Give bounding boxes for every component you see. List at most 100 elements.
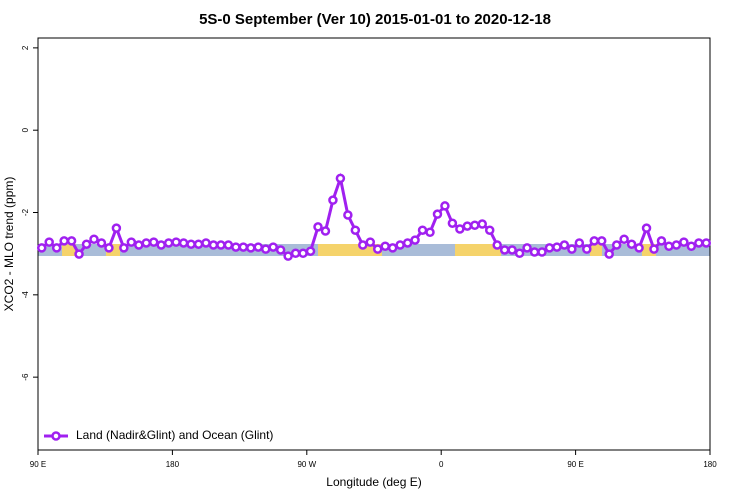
data-point (507, 245, 517, 255)
data-point (231, 242, 241, 252)
data-point (694, 238, 704, 248)
data-point (432, 209, 443, 219)
x-tick-label: 90 E (30, 460, 46, 469)
data-point (544, 243, 555, 253)
data-point (201, 238, 211, 248)
land-band (455, 244, 501, 256)
data-point (552, 242, 562, 252)
y-tick-label: -6 (21, 373, 30, 381)
x-tick-label: 90 W (297, 460, 316, 469)
data-point (589, 236, 600, 246)
y-tick-label: -2 (21, 208, 30, 216)
data-point (126, 237, 137, 247)
data-point (44, 237, 54, 247)
data-point (171, 237, 181, 247)
data-point (59, 236, 69, 246)
data-point (275, 245, 286, 255)
data-point (484, 225, 495, 235)
data-point (462, 221, 473, 231)
data-point (574, 238, 585, 248)
data-point (641, 223, 652, 233)
data-point (477, 219, 488, 229)
data-point (455, 224, 465, 234)
data-point (81, 239, 92, 249)
data-point (529, 247, 540, 257)
data-point (66, 236, 77, 246)
y-tick-label: -4 (21, 291, 30, 299)
data-point (238, 242, 249, 252)
data-point (148, 237, 159, 247)
data-point (186, 239, 196, 249)
data-point (96, 238, 107, 248)
data-point (358, 240, 368, 250)
data-point (223, 240, 234, 250)
data-point (119, 243, 129, 253)
data-point (522, 243, 532, 253)
legend-item: Land (Nadir&Glint) and Ocean (Glint) (44, 428, 273, 442)
data-point (671, 240, 682, 250)
x-tick-label: 180 (703, 460, 717, 469)
data-point (36, 243, 47, 253)
data-point (335, 173, 346, 184)
data-point (649, 244, 659, 254)
x-tick-label: 180 (166, 460, 180, 469)
x-tick-label: 90 E (567, 460, 583, 469)
chart-title: 5S-0 September (Ver 10) 2015-01-01 to 20… (199, 11, 551, 28)
data-point (395, 240, 405, 250)
data-point (559, 240, 570, 250)
data-point (537, 247, 547, 257)
x-tick-label: 0 (439, 460, 444, 469)
data-point (260, 244, 271, 254)
data-point (447, 218, 458, 228)
data-point (141, 238, 152, 248)
data-point (417, 225, 428, 235)
data-point (350, 225, 361, 235)
data-point (410, 235, 420, 245)
data-point (134, 240, 144, 250)
data-point (343, 210, 353, 220)
data-point (499, 245, 510, 255)
data-point (104, 243, 114, 253)
data-point (492, 240, 502, 250)
data-point (283, 251, 293, 261)
data-point (298, 248, 308, 259)
data-point (701, 238, 712, 248)
data-point (305, 246, 316, 256)
data-point (253, 242, 264, 252)
data-point (686, 241, 697, 252)
data-point (514, 248, 525, 259)
legend-marker (51, 431, 61, 441)
land-band (62, 244, 76, 256)
data-point (425, 227, 435, 238)
data-point (111, 223, 122, 233)
data-point (611, 240, 622, 250)
data-point (626, 239, 637, 249)
data-point (619, 234, 629, 245)
data-point (387, 243, 398, 253)
data-point (582, 244, 592, 254)
data-point (365, 237, 376, 247)
data-point (246, 243, 256, 253)
data-point (178, 238, 189, 248)
y-axis-label: XCO2 - MLO trend (ppm) (2, 177, 16, 312)
legend-label: Land (Nadir&Glint) and Ocean (Glint) (76, 428, 273, 442)
data-point (208, 240, 219, 250)
data-point (89, 234, 99, 245)
x-axis-label: Longitude (deg E) (326, 475, 421, 489)
land-band (590, 244, 602, 256)
data-point (328, 195, 338, 205)
data-point (679, 237, 689, 247)
data-point (402, 238, 413, 248)
data-point (74, 249, 84, 259)
data-point (470, 220, 480, 231)
data-point (193, 239, 204, 249)
data-point (163, 238, 174, 248)
data-point (664, 241, 674, 252)
data-point (51, 243, 62, 253)
data-point (567, 244, 577, 254)
data-point (380, 241, 390, 252)
data-point (216, 240, 226, 250)
data-point (320, 226, 331, 236)
